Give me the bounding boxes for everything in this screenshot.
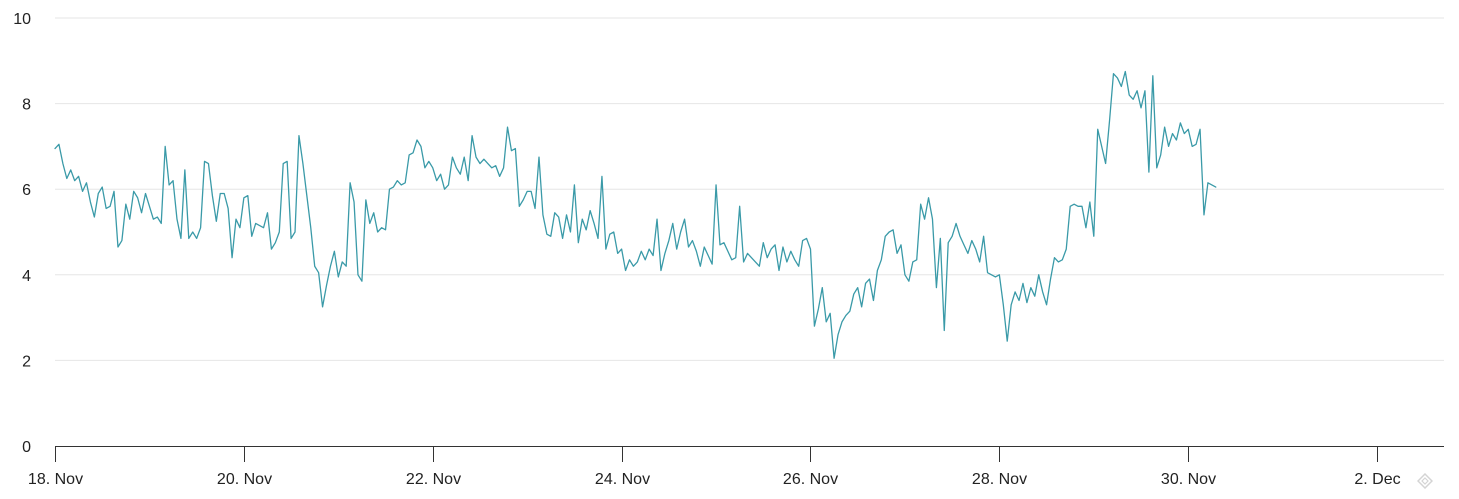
y-tick-label: 2 (22, 353, 31, 370)
x-tick-label: 30. Nov (1161, 471, 1216, 488)
y-tick-label: 10 (13, 11, 31, 28)
x-tick-label: 24. Nov (595, 471, 650, 488)
series-lines (54, 70, 1217, 359)
y-axis-tick-labels: 0 2 4 6 8 10 (13, 11, 31, 456)
y-tick-label: 6 (22, 182, 31, 199)
grid-lines (55, 17, 1444, 361)
x-tick-label: 26. Nov (783, 471, 838, 488)
watermark (1417, 473, 1433, 489)
y-tick-label: 0 (22, 439, 31, 456)
x-tick-label: 28. Nov (972, 471, 1027, 488)
y-tick-label: 4 (22, 268, 31, 285)
x-tick-label: 2. Dec (1354, 471, 1400, 488)
y-tick-label: 8 (22, 97, 31, 114)
x-tick-label: 20. Nov (217, 471, 272, 488)
x-tick-label: 22. Nov (406, 471, 461, 488)
x-axis: 18. Nov 20. Nov 22. Nov 24. Nov 26. Nov 28. N… (28, 446, 1444, 488)
series-line (54, 70, 1217, 359)
x-tick-label: 18. Nov (28, 471, 83, 488)
diamond-logo-icon (1417, 473, 1433, 489)
